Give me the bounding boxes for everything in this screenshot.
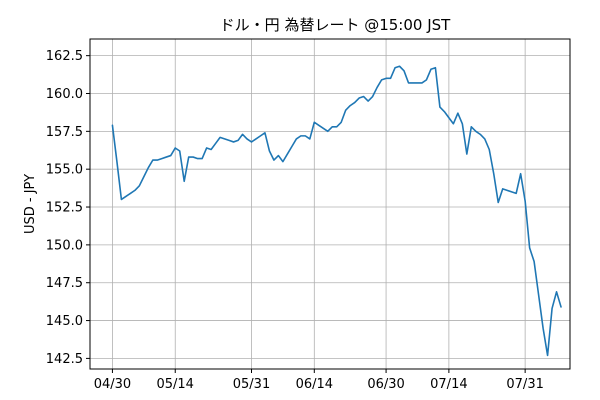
series-layer [111,65,562,357]
x-tick-label: 07/31 [506,377,543,392]
y-tick-label: 142.5 [46,352,83,367]
y-tick-label: 162.5 [46,49,83,64]
y-axis: 142.5 145.0 147.5 150.0 152.5 155.0 157.5 160.0… [46,49,90,367]
chart-title: ドル・円 為替レート @15:00 JST [220,16,451,34]
y-tick-label: 155.0 [46,163,83,178]
x-tick-label: 07/14 [430,377,467,392]
y-tick-label: 145.0 [46,314,83,329]
y-tick-label: 157.5 [46,125,83,140]
series-line [111,65,562,357]
y-tick-label: 147.5 [46,276,83,291]
y-tick-label: 160.0 [46,87,83,102]
x-tick-label: 06/30 [367,377,404,392]
x-tick-label: 04/30 [94,377,131,392]
plot-frame [89,38,571,370]
x-tick-label: 05/31 [233,377,270,392]
y-axis-label: USD - JPY [23,174,38,234]
x-tick-label: 05/14 [156,377,193,392]
x-tick-label: 06/14 [296,377,333,392]
y-tick-label: 152.5 [46,201,83,216]
grid [90,39,570,369]
x-axis: 04/30 05/14 05/31 06/14 06/30 07/14 07/31 [94,369,544,392]
y-tick-label: 150.0 [46,238,83,253]
